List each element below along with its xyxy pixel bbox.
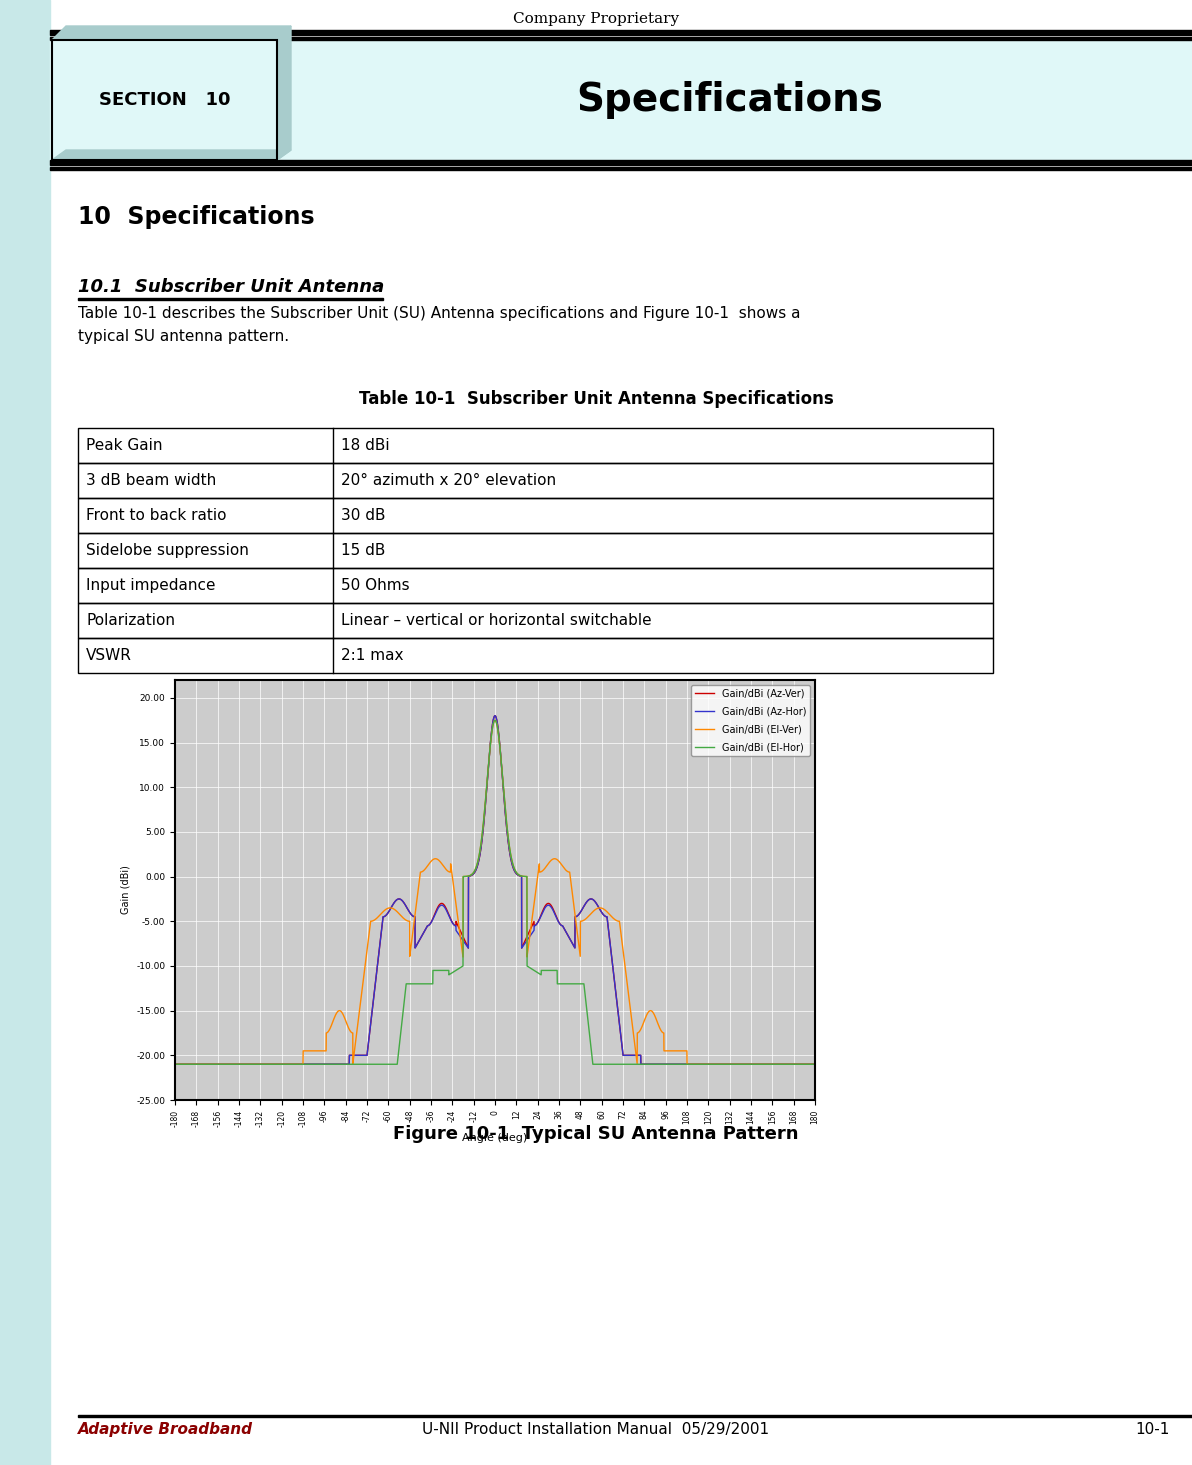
Gain/dBi (Az-Ver) xyxy=(378,907,392,924)
Gain/dBi (El-Hor) xyxy=(808,1055,822,1072)
Gain/dBi (El-Hor) xyxy=(637,1055,651,1072)
Text: Peak Gain: Peak Gain xyxy=(86,438,162,453)
Bar xyxy=(50,40,1192,160)
Text: 2:1 max: 2:1 max xyxy=(341,648,404,664)
Bar xyxy=(77,1415,1192,1417)
Text: Table 10-1  Subscriber Unit Antenna Specifications: Table 10-1 Subscriber Unit Antenna Speci… xyxy=(359,390,833,407)
Text: 18 dBi: 18 dBi xyxy=(341,438,390,453)
Bar xyxy=(50,167,1192,170)
Gain/dBi (El-Ver) xyxy=(501,823,515,841)
Gain/dBi (Az-Hor) xyxy=(808,1055,822,1072)
Line: Gain/dBi (Az-Ver): Gain/dBi (Az-Ver) xyxy=(175,716,815,1064)
Text: Input impedance: Input impedance xyxy=(86,579,216,593)
Bar xyxy=(77,637,993,672)
Gain/dBi (Az-Ver) xyxy=(168,1055,182,1072)
Gain/dBi (El-Ver) xyxy=(168,1055,182,1072)
Gain/dBi (El-Ver) xyxy=(759,1055,774,1072)
Text: Polarization: Polarization xyxy=(86,612,175,628)
Gain/dBi (Az-Ver) xyxy=(808,1055,822,1072)
Gain/dBi (El-Hor) xyxy=(168,1055,182,1072)
Gain/dBi (Az-Ver) xyxy=(581,892,595,910)
Gain/dBi (Az-Hor) xyxy=(169,1055,184,1072)
Text: Figure 10-1  Typical SU Antenna Pattern: Figure 10-1 Typical SU Antenna Pattern xyxy=(393,1125,799,1143)
Bar xyxy=(77,428,993,463)
Text: Adaptive Broadband: Adaptive Broadband xyxy=(77,1423,253,1437)
Text: 10  Specifications: 10 Specifications xyxy=(77,205,315,229)
Bar xyxy=(52,40,277,160)
Gain/dBi (El-Hor) xyxy=(488,712,502,730)
Gain/dBi (El-Hor) xyxy=(169,1055,184,1072)
Text: 10.1  Subscriber Unit Antenna: 10.1 Subscriber Unit Antenna xyxy=(77,278,384,296)
Bar xyxy=(77,297,383,299)
Gain/dBi (El-Hor) xyxy=(759,1055,774,1072)
Gain/dBi (Az-Ver) xyxy=(501,828,515,845)
Text: SECTION   10: SECTION 10 xyxy=(99,91,230,108)
Bar xyxy=(50,29,1192,35)
Text: 50 Ohms: 50 Ohms xyxy=(341,579,410,593)
Bar xyxy=(77,498,993,533)
Gain/dBi (Az-Hor) xyxy=(759,1055,774,1072)
Gain/dBi (Az-Hor) xyxy=(378,907,392,924)
Gain/dBi (Az-Hor) xyxy=(637,1055,651,1072)
Gain/dBi (El-Ver) xyxy=(808,1055,822,1072)
Text: 10-1: 10-1 xyxy=(1136,1423,1171,1437)
Gain/dBi (El-Hor) xyxy=(581,1005,595,1023)
Text: Front to back ratio: Front to back ratio xyxy=(86,508,226,523)
Line: Gain/dBi (Az-Hor): Gain/dBi (Az-Hor) xyxy=(175,716,815,1064)
Gain/dBi (El-Ver) xyxy=(637,1014,651,1031)
Text: 20° azimuth x 20° elevation: 20° azimuth x 20° elevation xyxy=(341,473,557,488)
Gain/dBi (El-Hor) xyxy=(378,1055,392,1072)
Bar xyxy=(77,533,993,568)
Bar xyxy=(77,568,993,604)
Line: Gain/dBi (El-Ver): Gain/dBi (El-Ver) xyxy=(175,721,815,1064)
Gain/dBi (Az-Ver) xyxy=(169,1055,184,1072)
Text: Table 10-1 describes the Subscriber Unit (SU) Antenna specifications and Figure : Table 10-1 describes the Subscriber Unit… xyxy=(77,306,801,344)
Text: VSWR: VSWR xyxy=(86,648,132,664)
Gain/dBi (Az-Hor) xyxy=(581,892,595,910)
X-axis label: Angle (deg): Angle (deg) xyxy=(462,1132,528,1143)
Gain/dBi (Az-Hor) xyxy=(488,708,502,725)
Text: Linear – vertical or horizontal switchable: Linear – vertical or horizontal switchab… xyxy=(341,612,652,628)
Bar xyxy=(77,463,993,498)
Bar xyxy=(50,160,1192,166)
Gain/dBi (El-Ver) xyxy=(488,712,502,730)
Gain/dBi (Az-Hor) xyxy=(501,828,515,845)
Text: 15 dB: 15 dB xyxy=(341,544,385,558)
Gain/dBi (El-Ver) xyxy=(169,1055,184,1072)
Polygon shape xyxy=(277,26,291,160)
Legend: Gain/dBi (Az-Ver), Gain/dBi (Az-Hor), Gain/dBi (El-Ver), Gain/dBi (El-Hor): Gain/dBi (Az-Ver), Gain/dBi (Az-Hor), Ga… xyxy=(690,684,811,756)
Gain/dBi (Az-Ver) xyxy=(759,1055,774,1072)
Gain/dBi (Az-Ver) xyxy=(637,1055,651,1072)
Gain/dBi (El-Ver) xyxy=(581,908,595,926)
Gain/dBi (Az-Ver) xyxy=(488,708,502,725)
Text: Company Proprietary: Company Proprietary xyxy=(513,12,679,26)
Bar xyxy=(52,40,277,160)
Y-axis label: Gain (dBi): Gain (dBi) xyxy=(120,866,131,914)
Bar xyxy=(77,604,993,637)
Text: Sidelobe suppression: Sidelobe suppression xyxy=(86,544,249,558)
Gain/dBi (El-Ver) xyxy=(378,901,392,919)
Bar xyxy=(0,0,50,1465)
Text: 30 dB: 30 dB xyxy=(341,508,385,523)
Gain/dBi (El-Hor) xyxy=(501,823,515,841)
Polygon shape xyxy=(52,26,291,40)
Gain/dBi (Az-Hor) xyxy=(168,1055,182,1072)
Line: Gain/dBi (El-Hor): Gain/dBi (El-Hor) xyxy=(175,721,815,1064)
Text: 3 dB beam width: 3 dB beam width xyxy=(86,473,216,488)
Text: U-NII Product Installation Manual  05/29/2001: U-NII Product Installation Manual 05/29/… xyxy=(422,1423,770,1437)
Bar xyxy=(50,37,1192,40)
Text: Specifications: Specifications xyxy=(577,81,883,119)
Polygon shape xyxy=(52,149,291,160)
